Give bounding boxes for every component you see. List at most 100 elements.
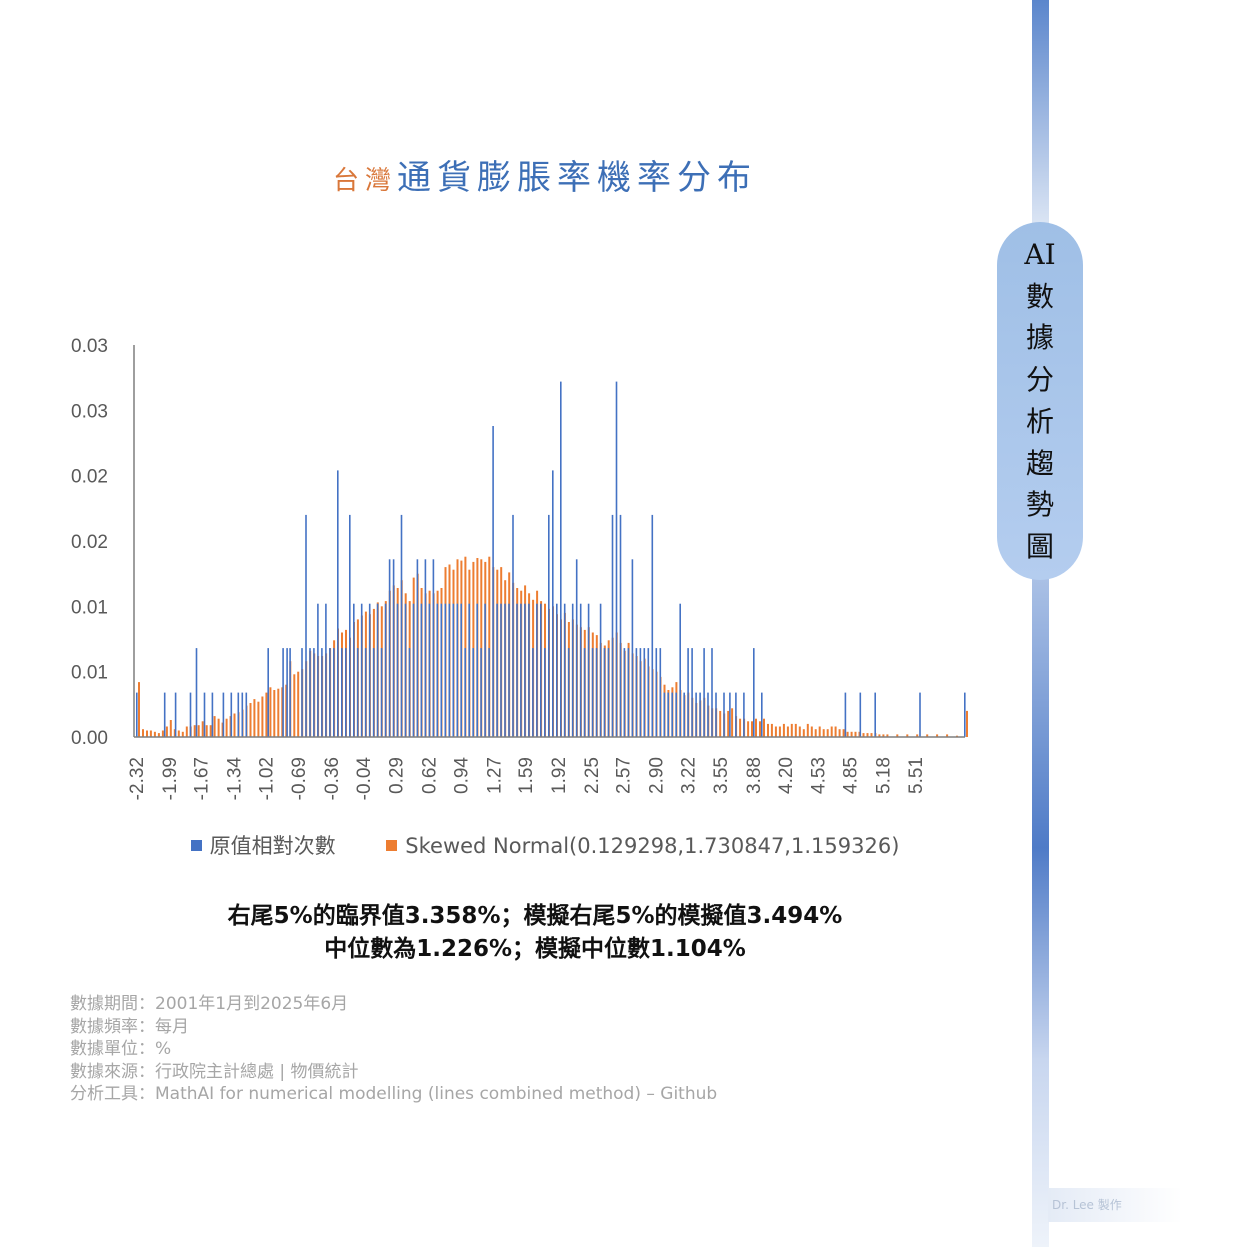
fitted-bar-3 (149, 730, 152, 737)
observed-bar-74 (532, 648, 534, 737)
fitted-bar-31 (261, 696, 264, 737)
chart-title-main: 通貨膨脹率機率分布 (397, 158, 757, 198)
observed-bar-65 (496, 603, 498, 737)
fitted-bar-148 (727, 710, 730, 737)
observed-bar-88 (587, 603, 590, 737)
fitted-bar-155 (755, 718, 757, 737)
fitted-bar-164 (790, 723, 793, 737)
observed-bar-48 (428, 603, 431, 737)
observed-bar-22 (325, 603, 327, 737)
side-badge: AI 數 據 分 析 趨 勢 圖 (997, 222, 1083, 580)
observed-bar-108 (667, 692, 669, 737)
observed-bar-52 (444, 603, 447, 737)
y-tick-label: 0.00 (71, 728, 108, 749)
x-tick-label: 2.57 (614, 757, 635, 794)
fitted-bar-82 (464, 556, 467, 737)
observed-bar-18 (309, 648, 311, 737)
observed-bar-89 (591, 648, 594, 737)
observed-bar-126 (761, 692, 763, 737)
observed-bar-76 (540, 603, 542, 737)
observed-bar-114 (691, 648, 693, 737)
fitted-bar-175 (834, 726, 837, 737)
observed-bar-35 (376, 603, 379, 737)
observed-bar-56 (460, 603, 462, 737)
meta-unit: 數據單位：% (70, 1039, 172, 1059)
fitted-bar-35 (277, 688, 280, 737)
observed-bar-61 (480, 648, 482, 737)
fitted-bar-171 (818, 726, 821, 737)
observed-bar-62 (484, 603, 486, 737)
observed-bar-39 (392, 559, 395, 737)
observed-bar-59 (472, 648, 474, 737)
observed-bar-79 (552, 470, 554, 737)
observed-bar-116 (699, 692, 701, 737)
observed-bar-28 (349, 514, 351, 737)
observed-bar-82 (563, 603, 566, 737)
observed-bar-17 (305, 514, 307, 737)
observed-bar-10 (241, 692, 244, 737)
fitted-bar-151 (739, 718, 742, 737)
observed-bar-23 (329, 648, 331, 737)
legend-item-observed: 原值相對次數 (190, 830, 336, 860)
observed-bar-68 (508, 603, 510, 737)
observed-frequency-bars (136, 381, 966, 737)
observed-bar-118 (707, 692, 709, 737)
fitted-bar-162 (782, 723, 785, 737)
observed-bar-125 (753, 648, 755, 737)
fitted-bar-11 (181, 731, 184, 737)
observed-bar-24 (333, 648, 335, 737)
observed-bar-85 (575, 559, 578, 737)
summary-line-2: 中位數為1.226%；模擬中位數1.104% (324, 936, 746, 962)
x-tick-label: -1.67 (192, 757, 213, 800)
observed-bar-98 (627, 648, 630, 737)
observed-bar-111 (679, 603, 681, 737)
summary-line-1: 右尾5%的臨界值3.358%；模擬右尾5%的模擬值3.494% (227, 903, 843, 929)
observed-bar-128 (859, 692, 862, 737)
observed-bar-124 (743, 692, 745, 737)
fitted-bar-8 (169, 720, 172, 737)
fitted-bar-190 (906, 734, 909, 737)
observed-bar-122 (729, 692, 731, 737)
fitted-bar-168 (806, 723, 809, 737)
histogram-chart: 0.000.010.010.020.020.030.03 -2.32 -1.99-… (71, 336, 968, 800)
observed-bar-105 (655, 648, 658, 737)
x-tick-label: 0.62 (420, 757, 441, 794)
fitted-bar-182 (862, 733, 865, 737)
fitted-bar-191 (916, 734, 919, 737)
fitted-bar-167 (802, 729, 805, 737)
observed-bar-27 (345, 648, 347, 737)
fitted-bar-39 (293, 674, 296, 737)
chart-axes (133, 345, 965, 738)
fitted-bar-193 (936, 734, 939, 737)
observed-bar-104 (651, 514, 654, 737)
observed-bar-94 (611, 514, 614, 737)
observed-bar-106 (659, 648, 662, 737)
fitted-bar-194 (946, 734, 949, 737)
fitted-bar-166 (798, 726, 801, 737)
observed-bar-15 (289, 648, 291, 737)
observed-bar-102 (643, 648, 646, 737)
observed-bar-70 (516, 603, 518, 737)
fitted-bar-16 (201, 721, 204, 737)
credit-tag: Dr. Lee 製作 (1048, 1188, 1182, 1222)
fitted-bar-189 (896, 734, 899, 737)
fitted-bar-172 (822, 729, 825, 737)
fitted-bar-169 (810, 726, 813, 737)
meta-period: 數據期間：2001年1月到2025年6月 (70, 994, 349, 1014)
observed-bar-44 (412, 603, 415, 737)
metadata-block: 數據期間：2001年1月到2025年6月 數據頻率：每月 數據單位：% 數據來源… (70, 993, 717, 1106)
legend-label-observed: 原值相對次數 (209, 834, 336, 858)
fitted-bar-177 (842, 729, 845, 737)
observed-bar-31 (360, 603, 363, 737)
fitted-bar-170 (814, 729, 817, 737)
observed-bar-29 (353, 603, 355, 737)
observed-bar-46 (420, 603, 423, 737)
fitted-bar-5 (157, 733, 160, 737)
observed-bar-37 (384, 603, 387, 737)
observed-bar-47 (424, 559, 427, 737)
y-tick-label: 0.03 (71, 336, 108, 357)
side-label-char: 勢 (1025, 488, 1054, 522)
observed-bar-83 (567, 648, 570, 737)
observed-bar-73 (528, 603, 530, 737)
fitted-bar-156 (759, 721, 761, 737)
